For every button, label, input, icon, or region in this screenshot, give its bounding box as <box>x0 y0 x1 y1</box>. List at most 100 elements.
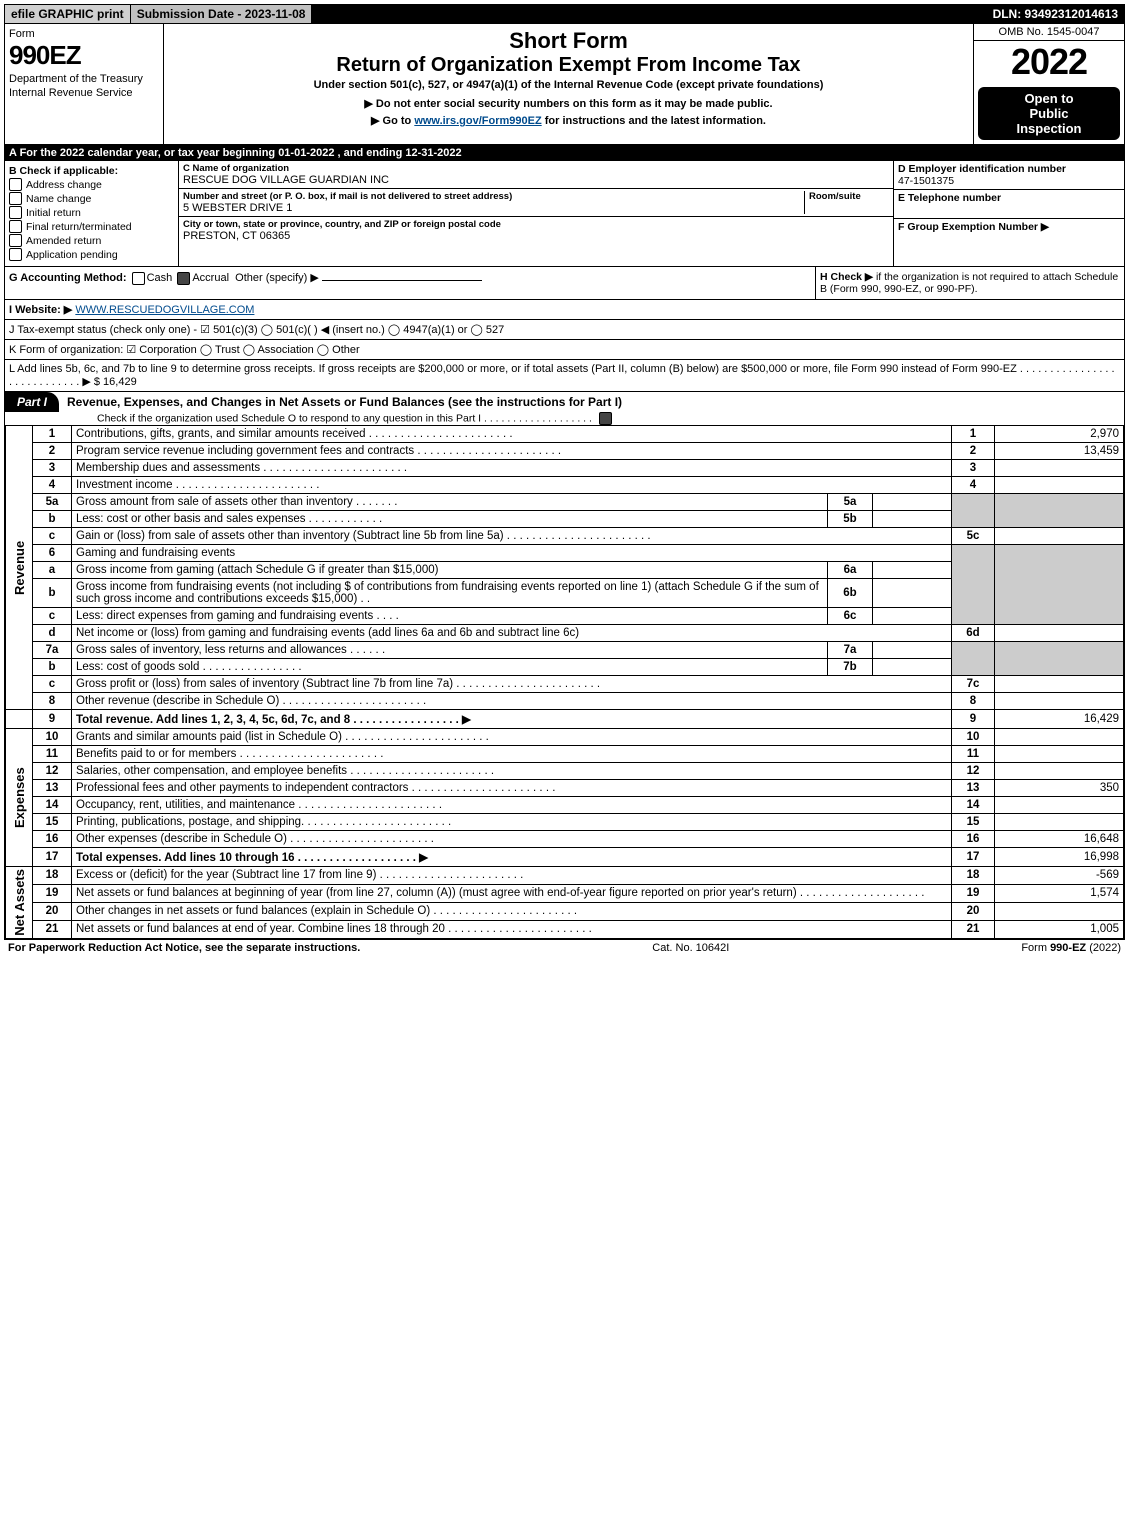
cb-name-change[interactable]: Name change <box>9 192 174 205</box>
line-val <box>995 763 1124 780</box>
line-val <box>995 460 1124 477</box>
part-1-header: Part I Revenue, Expenses, and Changes in… <box>5 392 1124 412</box>
table-row: d Net income or (loss) from gaming and f… <box>6 625 1124 642</box>
cb-initial-return[interactable]: Initial return <box>9 206 174 219</box>
footer-paperwork: For Paperwork Reduction Act Notice, see … <box>8 942 360 954</box>
line-desc: Gross income from gaming (attach Schedul… <box>72 562 828 579</box>
city-label: City or town, state or province, country… <box>183 219 889 230</box>
line-desc: Less: cost or other basis and sales expe… <box>72 511 828 528</box>
l-text: L Add lines 5b, 6c, and 7b to line 9 to … <box>9 363 1115 388</box>
line-ref: 6d <box>952 625 995 642</box>
schedule-b-check: H Check ▶ if the organization is not req… <box>815 267 1124 299</box>
shaded-cell <box>995 642 1124 676</box>
cb-label: Address change <box>26 179 102 191</box>
table-row: 5a Gross amount from sale of assets othe… <box>6 494 1124 511</box>
checkbox-icon <box>9 234 22 247</box>
cb-label: Application pending <box>26 249 118 261</box>
checkbox-icon[interactable] <box>599 412 612 425</box>
line-val <box>995 477 1124 494</box>
cb-address-change[interactable]: Address change <box>9 178 174 191</box>
checkbox-icon[interactable] <box>132 272 145 285</box>
cb-final-return[interactable]: Final return/terminated <box>9 220 174 233</box>
city-value: PRESTON, CT 06365 <box>183 230 889 242</box>
line-desc: Gross income from fundraising events (no… <box>72 579 828 608</box>
line-desc: Gross amount from sale of assets other t… <box>72 494 828 511</box>
line-num: 18 <box>33 867 72 885</box>
cb-amended-return[interactable]: Amended return <box>9 234 174 247</box>
line-desc: Gain or (loss) from sale of assets other… <box>76 530 504 542</box>
line-num: 13 <box>33 780 72 797</box>
line-val: 16,429 <box>995 710 1124 729</box>
line-desc: Gross sales of inventory, less returns a… <box>72 642 828 659</box>
cb-application-pending[interactable]: Application pending <box>9 248 174 261</box>
line-ref: 8 <box>952 693 995 710</box>
table-row: Net Assets 18 Excess or (deficit) for th… <box>6 867 1124 885</box>
table-row: 9 Total revenue. Add lines 1, 2, 3, 4, 5… <box>6 710 1124 729</box>
mid-val <box>873 511 952 528</box>
line-desc: Net income or (loss) from gaming and fun… <box>72 625 952 642</box>
line-val: 1,574 <box>995 884 1124 902</box>
line-val <box>995 729 1124 746</box>
line-desc: Less: cost of goods sold . . . . . . . .… <box>72 659 828 676</box>
side-label-net-assets: Net Assets <box>6 867 33 939</box>
col-b-checkboxes: B Check if applicable: Address change Na… <box>5 161 179 266</box>
line-num: 10 <box>33 729 72 746</box>
line-num: b <box>33 511 72 528</box>
line-val <box>995 528 1124 545</box>
line-num: 16 <box>33 831 72 848</box>
line-ref: 20 <box>952 902 995 920</box>
footer-form-bold: 990-EZ <box>1050 942 1086 954</box>
line-num: 5a <box>33 494 72 511</box>
footer-form-ref: Form 990-EZ (2022) <box>1021 942 1121 954</box>
table-row: 15 Printing, publications, postage, and … <box>6 814 1124 831</box>
checkbox-icon[interactable] <box>177 272 190 285</box>
line-ref: 17 <box>952 848 995 867</box>
line-ref: 7c <box>952 676 995 693</box>
other-specify-line[interactable] <box>322 280 482 281</box>
irs-link[interactable]: www.irs.gov/Form990EZ <box>414 115 541 127</box>
telephone-block: E Telephone number <box>894 190 1124 219</box>
line-num: 21 <box>33 920 72 938</box>
line-desc: Investment income <box>76 479 173 491</box>
website-link[interactable]: WWW.RESCUEDOGVILLAGE.COM <box>75 304 254 316</box>
org-city-block: City or town, state or province, country… <box>179 217 893 244</box>
line-desc: Less: direct expenses from gaming and fu… <box>72 608 828 625</box>
line-desc: Program service revenue including govern… <box>76 445 414 457</box>
table-row: 2 Program service revenue including gove… <box>6 443 1124 460</box>
line-val <box>995 693 1124 710</box>
col-def: D Employer identification number 47-1501… <box>894 161 1124 266</box>
shaded-cell <box>995 494 1124 528</box>
shaded-cell <box>952 494 995 528</box>
line-val: 350 <box>995 780 1124 797</box>
table-row: 14 Occupancy, rent, utilities, and maint… <box>6 797 1124 814</box>
line-ref: 2 <box>952 443 995 460</box>
line-num: 6 <box>33 545 72 562</box>
mid-val <box>873 494 952 511</box>
g-cash: Cash <box>147 272 173 284</box>
part-1-sub-text: Check if the organization used Schedule … <box>97 412 592 424</box>
line-val: 1,005 <box>995 920 1124 938</box>
cb-label: Name change <box>26 193 91 205</box>
line-num: b <box>33 659 72 676</box>
col-c-org: C Name of organization RESCUE DOG VILLAG… <box>179 161 894 266</box>
gross-receipts-row: L Add lines 5b, 6c, and 7b to line 9 to … <box>5 360 1124 392</box>
side-label-expenses: Expenses <box>6 729 33 867</box>
footer-form-post: (2022) <box>1086 942 1121 954</box>
table-row: 7a Gross sales of inventory, less return… <box>6 642 1124 659</box>
org-name-value: RESCUE DOG VILLAGE GUARDIAN INC <box>183 174 889 186</box>
efile-print-label[interactable]: efile GRAPHIC print <box>5 5 130 23</box>
mid-ref: 6b <box>828 579 873 608</box>
line-desc: Printing, publications, postage, and shi… <box>76 816 304 828</box>
section-bcdef: B Check if applicable: Address change Na… <box>5 161 1124 267</box>
mid-ref: 5b <box>828 511 873 528</box>
line-val: 13,459 <box>995 443 1124 460</box>
line-num: d <box>33 625 72 642</box>
table-row: 16 Other expenses (describe in Schedule … <box>6 831 1124 848</box>
goto-suffix: for instructions and the latest informat… <box>542 115 766 127</box>
form-number: 990EZ <box>9 40 159 71</box>
table-row: 20 Other changes in net assets or fund b… <box>6 902 1124 920</box>
line-ref: 14 <box>952 797 995 814</box>
group-exemption-block: F Group Exemption Number ▶ <box>894 219 1124 247</box>
table-row: 13 Professional fees and other payments … <box>6 780 1124 797</box>
line-num: 1 <box>33 426 72 443</box>
